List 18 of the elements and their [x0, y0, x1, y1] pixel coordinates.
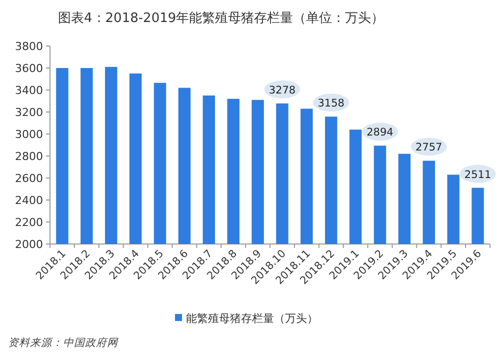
data-label: 2511: [464, 168, 492, 181]
y-tick-label: 3000: [15, 128, 43, 141]
text: 资料来源：中国政府网: [8, 337, 119, 349]
data-label: 3158: [318, 98, 344, 110]
data-label: 3278: [268, 84, 296, 96]
data-label: 2757: [416, 142, 442, 154]
y-tick-label: 2600: [15, 172, 43, 185]
y-tick-label: 2400: [15, 194, 43, 207]
y-tick-label: 2800: [15, 150, 43, 163]
y-tick-label: 3600: [15, 62, 43, 75]
y-tick-label: 3200: [15, 106, 43, 119]
y-tick-label: 3400: [15, 84, 43, 97]
y-tick-label: 2200: [15, 216, 43, 229]
y-tick-label: 3800: [15, 40, 43, 53]
legend-label: 能繁殖母猪存栏量（万头）: [186, 312, 318, 325]
y-tick-label: 2000: [15, 238, 43, 251]
chart-title: 图表4：2018-2019年能繁殖母猪存栏量（单位：万头）: [58, 11, 384, 26]
data-label: 2894: [366, 126, 394, 139]
